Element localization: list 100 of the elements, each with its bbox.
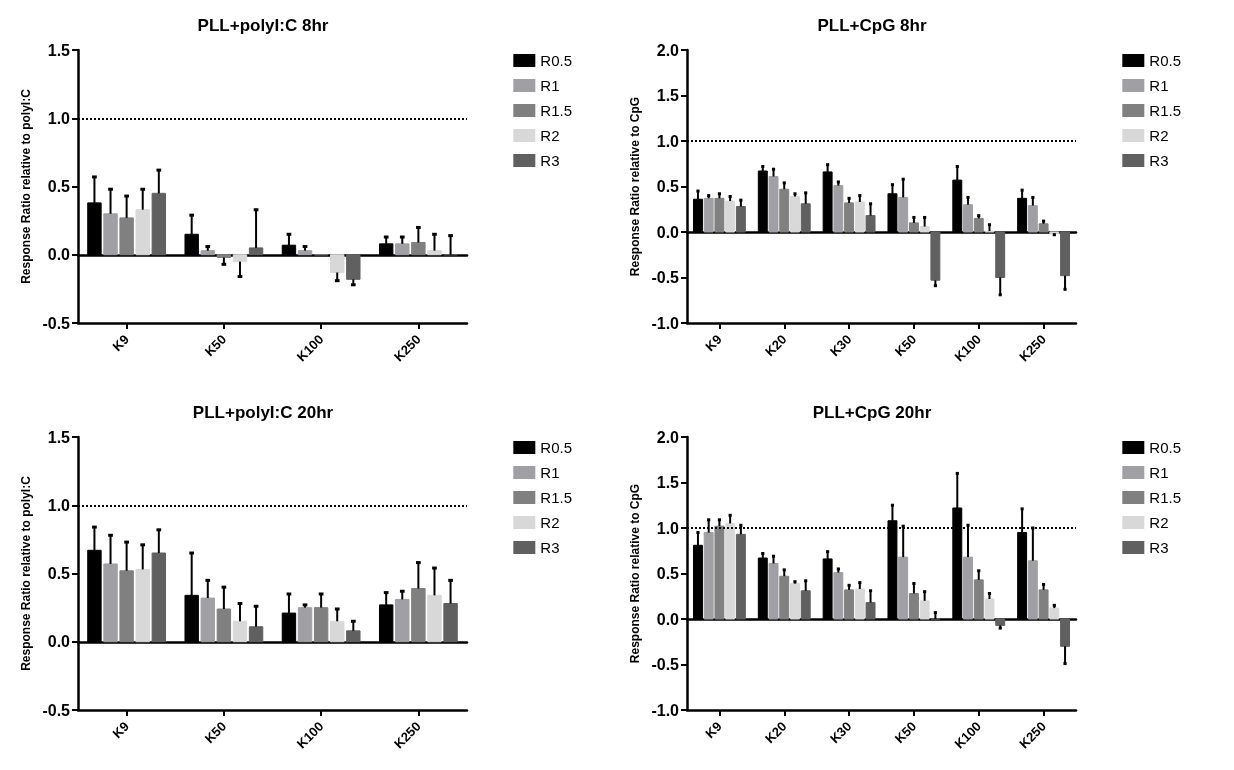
- y-tick-label: 0.0: [656, 223, 680, 241]
- bar: [443, 603, 458, 643]
- bar: [248, 626, 264, 643]
- bar: [854, 201, 865, 233]
- x-tick-label: K50: [201, 331, 230, 360]
- bar: [898, 556, 909, 620]
- legend-label: R3: [540, 539, 560, 556]
- bar: [714, 525, 725, 620]
- y-tick-label: -1.0: [651, 701, 680, 719]
- legend-label: R1.5: [1149, 489, 1181, 506]
- x-tick-label: K9: [702, 331, 725, 355]
- bar: [411, 588, 426, 643]
- legend-label: R1: [540, 77, 560, 94]
- legend-label: R0.5: [540, 439, 572, 456]
- bar: [330, 254, 345, 273]
- legend-label: R2: [1149, 127, 1169, 144]
- y-tick-label: -0.5: [651, 656, 680, 673]
- bar: [800, 590, 811, 620]
- x-tick-label: K20: [762, 718, 790, 747]
- chart-title: PLL+CpG 8hr: [817, 16, 927, 35]
- legend-label: R0.5: [1149, 439, 1181, 456]
- bar: [297, 250, 313, 256]
- legend-label: R3: [540, 152, 560, 169]
- bar: [346, 254, 361, 280]
- bar: [963, 204, 973, 233]
- bar: [984, 598, 995, 620]
- bar: [703, 532, 714, 620]
- bar: [330, 620, 345, 643]
- y-tick-label: -1.0: [651, 314, 680, 332]
- bar: [395, 598, 410, 643]
- y-axis-title: Response Ratio relative to CpG: [627, 483, 642, 664]
- bar: [216, 254, 232, 258]
- bar: [714, 197, 725, 233]
- y-tick-label: -0.5: [42, 701, 71, 719]
- x-tick-label: K30: [826, 331, 855, 360]
- bar: [973, 579, 984, 620]
- bar: [735, 533, 746, 620]
- x-tick-label: K50: [891, 331, 920, 360]
- y-tick-label: 1.5: [656, 474, 680, 491]
- x-tick-label: K9: [109, 331, 132, 355]
- bar: [725, 522, 736, 620]
- y-tick-label: 1.5: [47, 428, 71, 446]
- bar: [908, 222, 919, 233]
- bar: [844, 589, 855, 620]
- bar: [216, 608, 232, 643]
- bar: [1027, 205, 1038, 233]
- bar: [833, 572, 844, 620]
- bar: [232, 620, 248, 643]
- legend-label: R2: [1149, 514, 1169, 531]
- bar: [103, 213, 118, 256]
- x-tick-label: K9: [109, 718, 132, 742]
- bar: [930, 231, 941, 281]
- legend-label: R3: [1149, 152, 1169, 169]
- bar: [768, 175, 779, 233]
- x-tick-label: K50: [891, 718, 920, 747]
- y-tick-label: 1.5: [656, 87, 680, 104]
- x-tick-label: K9: [702, 718, 725, 742]
- y-tick-label: 0.0: [656, 610, 680, 628]
- bar: [248, 247, 264, 256]
- legend-label: R2: [540, 514, 560, 531]
- bar: [844, 202, 855, 233]
- y-tick-label: 0.5: [656, 565, 680, 582]
- y-tick-label: 0.0: [47, 246, 71, 264]
- bar: [768, 562, 779, 620]
- y-tick-label: 1.5: [47, 41, 71, 59]
- bar: [854, 588, 865, 620]
- y-tick-label: 2.0: [656, 41, 680, 59]
- bar: [973, 217, 984, 233]
- y-tick-label: 0.5: [47, 565, 71, 582]
- bar: [725, 200, 736, 233]
- bar: [1049, 607, 1060, 620]
- bar: [703, 197, 714, 233]
- x-tick-label: K50: [201, 718, 230, 747]
- bar: [200, 597, 215, 643]
- bar: [790, 196, 800, 233]
- x-tick-label: K30: [826, 718, 855, 747]
- bar: [908, 593, 919, 620]
- bar: [151, 552, 167, 643]
- bar: [865, 602, 876, 620]
- bar: [297, 607, 313, 643]
- bar: [427, 594, 442, 643]
- bar: [1060, 618, 1071, 647]
- legend-label: R0.5: [1149, 52, 1181, 69]
- y-tick-label: -0.5: [42, 314, 71, 332]
- bar: [135, 568, 150, 643]
- bar: [963, 556, 973, 620]
- legend-label: R1.5: [1149, 102, 1181, 119]
- y-tick-label: -0.5: [651, 269, 680, 286]
- bar: [919, 226, 930, 233]
- bar: [833, 185, 844, 233]
- bar: [865, 215, 876, 233]
- bar: [735, 206, 746, 233]
- bar: [995, 231, 1006, 278]
- bar: [898, 196, 909, 233]
- bar: [800, 203, 811, 233]
- bar: [779, 575, 790, 620]
- bar: [1038, 223, 1049, 233]
- bar: [1027, 560, 1038, 620]
- y-tick-label: 0.5: [656, 178, 680, 195]
- bar: [779, 188, 790, 233]
